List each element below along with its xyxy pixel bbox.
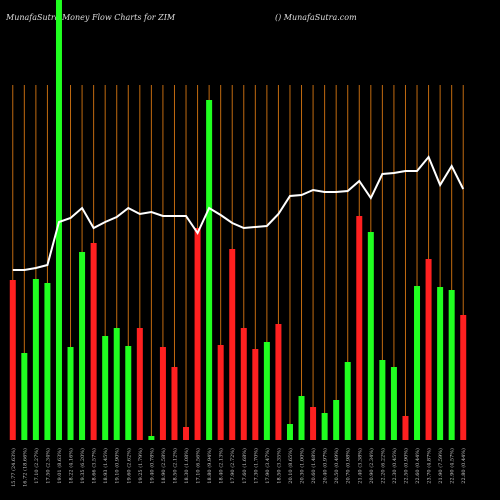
bar (159, 347, 166, 440)
bar (367, 232, 374, 440)
bar (275, 324, 282, 440)
bar (344, 362, 351, 440)
x-tick-label: 17.10 (2.27%) (33, 448, 40, 484)
x-tick-label: 20.30 (1.00%) (299, 448, 306, 484)
x-tick-label: 16.72 (18.66%) (21, 448, 28, 487)
x-tick-label: 18.22 (4.16%) (68, 448, 75, 484)
bar (67, 347, 74, 440)
bar (240, 328, 247, 440)
bar (79, 252, 86, 440)
bar (229, 249, 236, 440)
bar (252, 349, 259, 440)
x-tick-label: 23.70 (4.87%) (426, 448, 433, 484)
bar (437, 287, 444, 440)
bar (425, 259, 432, 440)
bar (183, 427, 190, 440)
x-tick-label: 19.60 (2.62%) (125, 448, 132, 484)
x-tick-label: 22.80 (0.44%) (460, 448, 467, 484)
x-tick-label: 20.70 (0.98%) (345, 448, 352, 484)
bar (217, 345, 224, 440)
money-flow-line (12, 155, 465, 271)
x-tick-label: 18.90 (2.58%) (160, 448, 167, 484)
x-tick-label: 21.40 (3.38%) (356, 448, 363, 484)
x-tick-label: 21.90 (7.59%) (437, 448, 444, 484)
x-tick-label: 17.50 (2.34%) (44, 448, 51, 484)
x-tick-label: 20.90 (2.34%) (368, 448, 375, 484)
chart-subtitle: () MunafaSutra.com (275, 13, 357, 22)
bar (32, 279, 39, 440)
bar (402, 416, 409, 440)
bar (414, 286, 421, 440)
x-tick-label: 15.77 (24.63%) (10, 448, 17, 487)
x-tick-label: 17.90 (3.47%) (264, 448, 271, 484)
bar (148, 436, 155, 440)
bar (448, 290, 455, 440)
x-tick-label: 20.60 (1.48%) (310, 448, 317, 484)
bar (171, 367, 178, 440)
x-tick-label: 18.80 (9.94%) (206, 448, 213, 484)
x-tick-label: 18.30 (1.08%) (183, 448, 190, 484)
x-tick-label: 17.30 (1.70%) (252, 448, 259, 484)
bar (298, 396, 305, 440)
x-tick-label: 18.40 (2.13%) (218, 448, 225, 484)
x-tick-label: 19.10 (0.90%) (114, 448, 121, 484)
bar (321, 413, 328, 440)
x-tick-label: 17.90 (2.72%) (229, 448, 236, 484)
bar (379, 360, 386, 440)
bar (286, 424, 293, 440)
x-tick-label: 20.50 (0.49%) (333, 448, 340, 484)
chart-title: MunafaSutra Money Flow Charts for ZIM (5, 13, 176, 22)
x-tick-label: 17.60 (1.68%) (241, 448, 248, 484)
bar (113, 328, 120, 440)
bar (194, 228, 201, 440)
bar (125, 346, 132, 440)
bar (333, 400, 340, 440)
bar (356, 216, 363, 440)
x-tick-label: 19.35 (6.20%) (79, 448, 86, 484)
bar (310, 407, 317, 440)
x-tick-label: 22.60 (0.44%) (414, 448, 421, 484)
bar (206, 100, 213, 440)
x-tick-label: 18.50 (3.35%) (275, 448, 282, 484)
x-tick-label: 20.10 (8.65%) (287, 448, 294, 484)
bar (390, 367, 397, 440)
bar (44, 283, 51, 440)
bar (460, 315, 467, 440)
x-tick-label: 22.20 (6.22%) (379, 448, 386, 484)
x-tick-label: 18.66 (3.57%) (91, 448, 98, 484)
x-tick-label: 22.90 (4.57%) (449, 448, 456, 484)
bar (21, 353, 28, 440)
x-tick-label: 19.40 (0.78%) (148, 448, 155, 484)
bar (9, 280, 16, 440)
bar (102, 336, 109, 440)
bar (90, 243, 97, 440)
x-tick-label: 17.10 (6.56%) (195, 448, 202, 484)
x-tick-label: 22.30 (0.45%) (391, 448, 398, 484)
x-tick-label: 19.01 (8.63%) (56, 448, 63, 484)
x-tick-label: 18.93 (1.45%) (102, 448, 109, 484)
bar (263, 342, 270, 440)
x-tick-label: 19.25 (1.79%) (137, 448, 144, 484)
x-tick-label: 20.40 (0.97%) (322, 448, 329, 484)
bar (55, 0, 62, 440)
x-tick-label: 22.50 (0.90%) (402, 448, 409, 484)
x-tick-label: 18.50 (2.12%) (171, 448, 178, 484)
bar (136, 328, 143, 440)
